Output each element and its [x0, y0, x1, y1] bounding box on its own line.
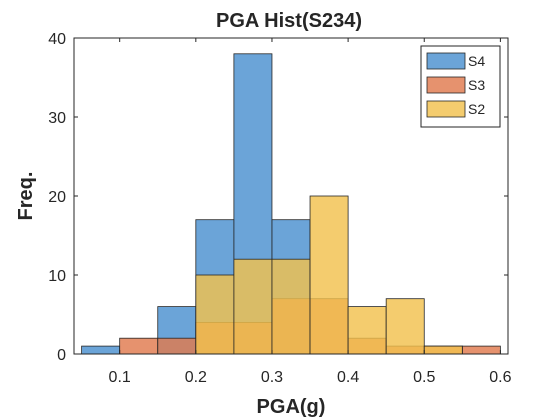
- x-axis-label: PGA(g): [257, 396, 326, 418]
- y-tick-labels: 0 10 20 30 40: [48, 31, 66, 364]
- legend-item-s2: S2: [426, 100, 485, 118]
- series-s2: [195, 195, 463, 355]
- legend-label: S2: [468, 101, 485, 117]
- y-tick-label: 10: [48, 268, 66, 285]
- legend-label: S4: [468, 53, 485, 69]
- legend-swatch: [426, 76, 466, 94]
- x-tick-label: 0.4: [337, 369, 359, 386]
- bar-s2-2: [271, 258, 311, 355]
- legend-swatch: [426, 52, 466, 70]
- y-tick-label: 30: [48, 110, 66, 127]
- bar-s2-5: [385, 298, 425, 355]
- chart-title: PGA Hist(S234): [216, 10, 362, 32]
- bar-s2-4: [347, 306, 387, 355]
- legend-label: S3: [468, 77, 485, 93]
- legend-item-s4: S4: [426, 52, 485, 70]
- y-axis-label: Freq.: [15, 172, 37, 221]
- y-tick-label: 0: [57, 347, 66, 364]
- x-tick-label: 0.6: [489, 369, 511, 386]
- bar-s3-9: [461, 345, 501, 355]
- x-tick-label: 0.3: [261, 369, 283, 386]
- bar-s4-0: [81, 345, 121, 355]
- x-tick-label: 0.5: [413, 369, 435, 386]
- y-tick-label: 40: [48, 31, 66, 48]
- bar-s2-3: [309, 195, 349, 355]
- bar-s3-1: [157, 337, 197, 355]
- x-tick-label: 0.2: [185, 369, 207, 386]
- legend-item-s3: S3: [426, 76, 485, 94]
- axes-box: [73, 37, 509, 355]
- bar-s2-1: [233, 258, 273, 355]
- x-tick-labels: 0.1 0.2 0.3 0.4 0.5 0.6: [109, 369, 512, 386]
- bar-s3-0: [119, 337, 159, 355]
- bar-s2-6: [423, 345, 463, 355]
- bars-layer: [81, 53, 501, 355]
- x-tick-label: 0.1: [109, 369, 131, 386]
- bar-s2-0: [195, 274, 235, 355]
- y-tick-label: 20: [48, 189, 66, 206]
- legend: S4 S3 S2: [420, 45, 501, 128]
- legend-swatch: [426, 100, 466, 118]
